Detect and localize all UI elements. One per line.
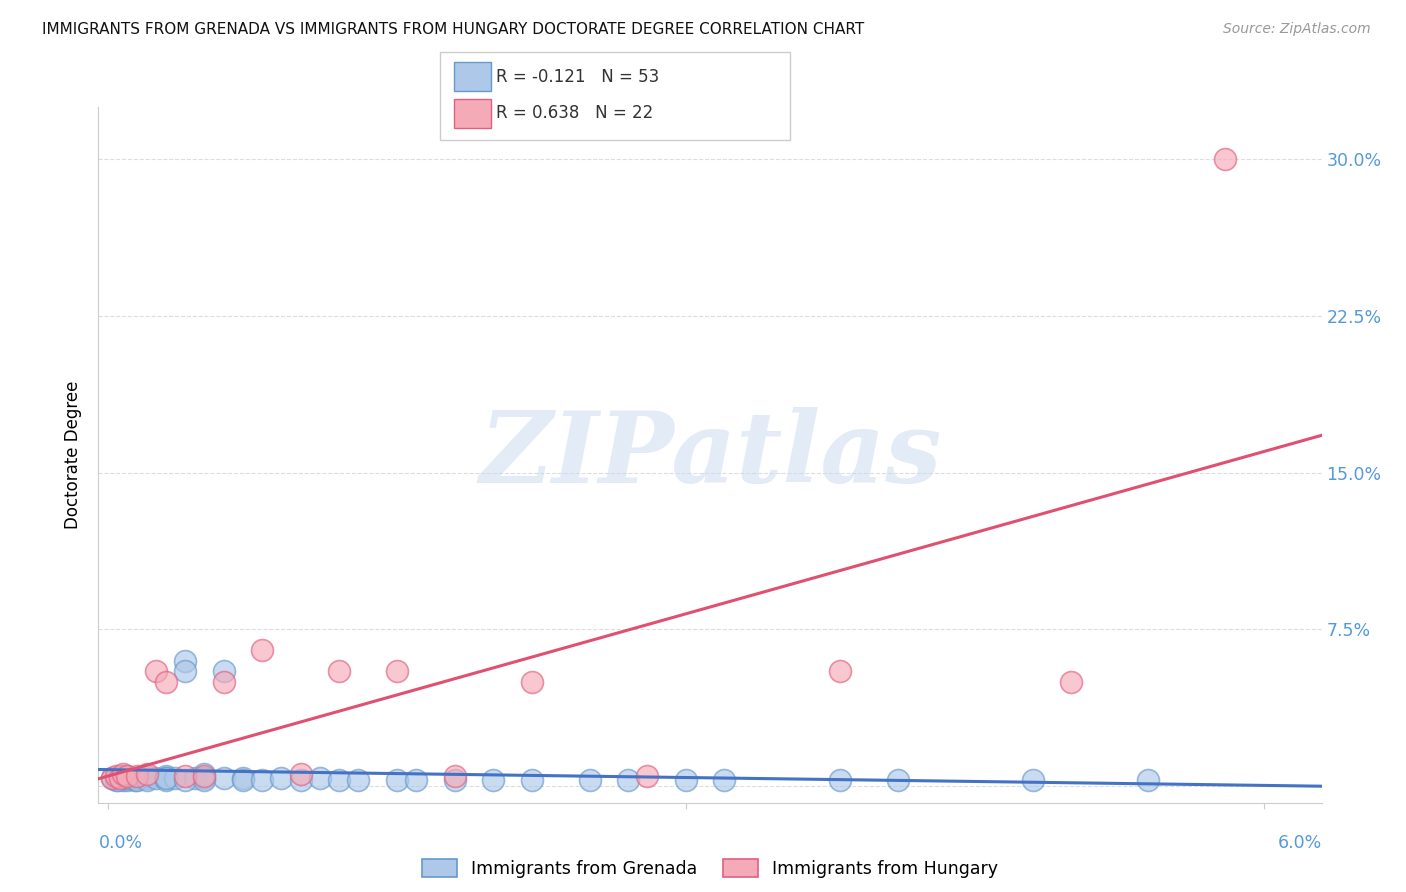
Point: [155, 771, 177, 785]
Point: [193, 771, 215, 785]
Point: [232, 771, 254, 785]
Point: [104, 769, 127, 783]
Point: [117, 772, 139, 787]
Point: [174, 769, 197, 783]
Point: [108, 769, 131, 783]
Text: 0.0%: 0.0%: [98, 834, 142, 852]
Point: [578, 772, 600, 787]
Point: [385, 664, 408, 678]
Point: [112, 766, 135, 780]
Text: IMMIGRANTS FROM GRENADA VS IMMIGRANTS FROM HUNGARY DOCTORATE DEGREE CORRELATION : IMMIGRANTS FROM GRENADA VS IMMIGRANTS FR…: [42, 22, 865, 37]
Point: [145, 664, 167, 678]
Text: ZIPatlas: ZIPatlas: [479, 407, 941, 503]
Point: [108, 771, 131, 785]
Point: [290, 766, 312, 780]
Point: [125, 772, 148, 787]
Point: [887, 772, 910, 787]
Point: [155, 769, 177, 783]
Point: [482, 772, 505, 787]
Point: [125, 769, 148, 783]
Point: [117, 771, 139, 785]
Point: [347, 772, 370, 787]
Text: R = 0.638   N = 22: R = 0.638 N = 22: [496, 104, 654, 122]
Point: [135, 771, 157, 785]
Point: [135, 772, 157, 787]
Point: [232, 772, 254, 787]
Point: [117, 771, 139, 785]
Point: [155, 674, 177, 689]
Point: [1137, 772, 1160, 787]
Point: [174, 772, 197, 787]
Point: [443, 772, 465, 787]
Point: [328, 664, 350, 678]
Point: [520, 674, 543, 689]
Point: [212, 664, 235, 678]
Point: [107, 772, 129, 787]
Point: [155, 771, 177, 785]
Point: [270, 771, 292, 785]
Point: [212, 674, 235, 689]
Legend: Immigrants from Grenada, Immigrants from Hungary: Immigrants from Grenada, Immigrants from…: [415, 852, 1005, 885]
Point: [174, 654, 197, 668]
Point: [520, 772, 543, 787]
Point: [309, 771, 332, 785]
Point: [174, 664, 197, 678]
Point: [112, 772, 135, 787]
Point: [110, 769, 132, 783]
Point: [828, 664, 851, 678]
Point: [1021, 772, 1043, 787]
Point: [193, 772, 215, 787]
Point: [145, 771, 167, 785]
Point: [405, 772, 427, 787]
Point: [713, 772, 735, 787]
Text: Source: ZipAtlas.com: Source: ZipAtlas.com: [1223, 22, 1371, 37]
Point: [1213, 153, 1236, 167]
Point: [165, 771, 187, 785]
Point: [328, 772, 350, 787]
Point: [675, 772, 697, 787]
Point: [636, 769, 658, 783]
Point: [193, 766, 215, 780]
Point: [193, 769, 215, 783]
Point: [155, 772, 177, 787]
Point: [135, 769, 157, 783]
Point: [101, 771, 124, 785]
Point: [250, 772, 273, 787]
Point: [128, 771, 150, 785]
Point: [117, 769, 139, 783]
Y-axis label: Doctorate Degree: Doctorate Degree: [65, 381, 83, 529]
Text: R = -0.121   N = 53: R = -0.121 N = 53: [496, 68, 659, 86]
Point: [120, 771, 142, 785]
Point: [212, 771, 235, 785]
Point: [443, 769, 465, 783]
Text: 6.0%: 6.0%: [1278, 834, 1322, 852]
Point: [135, 766, 157, 780]
Point: [104, 772, 127, 787]
Point: [117, 769, 139, 783]
Point: [828, 772, 851, 787]
Point: [1060, 674, 1083, 689]
Point: [385, 772, 408, 787]
Point: [184, 771, 207, 785]
Point: [290, 772, 312, 787]
Point: [124, 772, 146, 787]
Point: [250, 643, 273, 657]
Point: [617, 772, 640, 787]
Point: [101, 771, 124, 785]
